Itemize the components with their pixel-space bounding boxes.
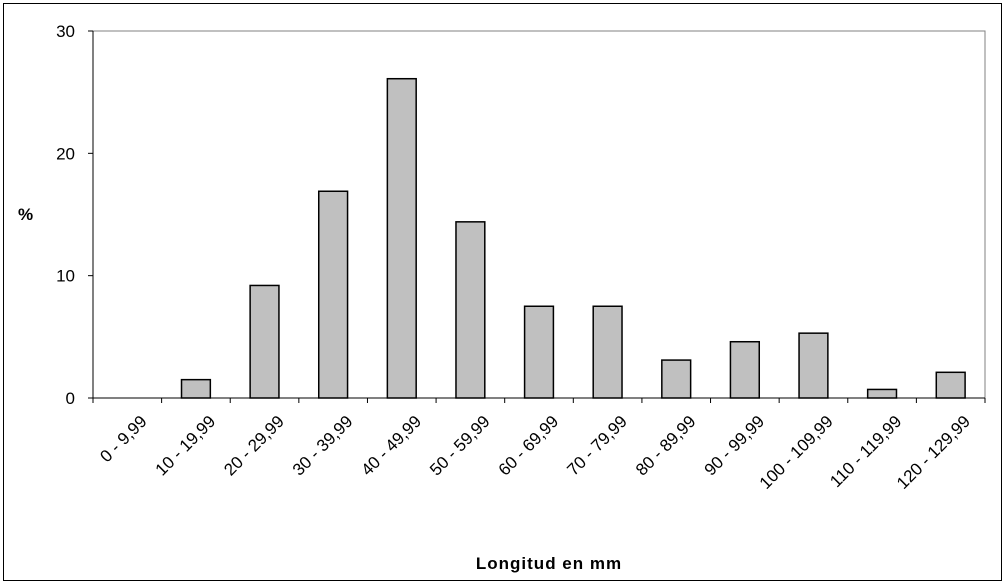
y-axis-label: % [18, 205, 33, 224]
x-axis-label: Longitud en mm [476, 554, 622, 573]
bar [386, 77, 417, 399]
x-tick-label: 70 - 79,99 [563, 412, 631, 480]
bar [798, 332, 829, 399]
x-tick-label: 80 - 89,99 [632, 412, 700, 480]
y-tick-label: 30 [56, 22, 75, 41]
bar [661, 359, 692, 399]
bar [935, 371, 966, 399]
bar [866, 388, 898, 399]
bar [729, 340, 761, 399]
x-tick-label: 30 - 39,99 [289, 412, 357, 480]
y-tick-label: 10 [56, 267, 75, 286]
x-tick-label: 90 - 99,99 [701, 412, 769, 480]
x-tick-label: 40 - 49,99 [358, 412, 426, 480]
bars [180, 77, 966, 399]
bar [455, 221, 486, 399]
bar [180, 378, 212, 399]
x-tick-label: 50 - 59,99 [426, 412, 494, 480]
x-tick-label: 100 - 109,99 [756, 412, 837, 493]
bar [523, 305, 555, 399]
x-axis: 0 - 9,99 10 - 19,99 20 - 29,99 30 - 39,99 40… [92, 397, 986, 493]
bar [592, 305, 623, 399]
y-tick-label: 0 [66, 389, 75, 408]
x-tick-label: 20 - 29,99 [220, 412, 288, 480]
x-tick-label: 10 - 19,99 [152, 412, 220, 480]
x-tick-label: 60 - 69,99 [495, 412, 563, 480]
x-tick-label: 120 - 129,99 [893, 412, 974, 493]
y-tick-label: 20 [56, 144, 75, 163]
bar [317, 190, 349, 399]
bar [249, 284, 280, 399]
x-tick-label: 0 - 9,99 [96, 412, 150, 466]
y-axis: 0 10 20 30 [56, 22, 94, 408]
